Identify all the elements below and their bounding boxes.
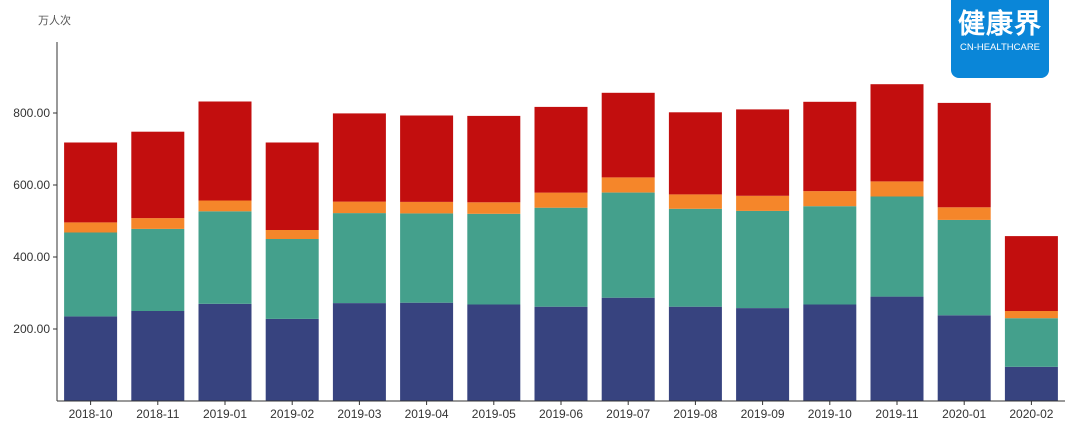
bar-segment: [534, 192, 588, 208]
bar-segment: [198, 211, 252, 304]
bar-segment: [601, 192, 655, 298]
x-tick-label: 2019-05: [472, 407, 516, 421]
bar-segment: [668, 208, 722, 307]
bar-segment: [736, 109, 790, 196]
bars-group: [64, 84, 1058, 401]
bar-segment: [400, 302, 454, 401]
bar-segment: [736, 210, 790, 309]
bar-segment: [601, 297, 655, 401]
bar-segment: [870, 196, 924, 297]
bar-segment: [198, 200, 252, 212]
bar-segment: [668, 112, 722, 195]
x-tick-label: 2019-02: [270, 407, 314, 421]
bar-segment: [400, 201, 454, 214]
bar-segment: [64, 222, 118, 233]
bar-segment: [64, 142, 118, 223]
bar-segment: [265, 142, 319, 230]
brand-logo: 健康界 CN-HEALTHCARE: [951, 0, 1049, 78]
y-axis-ticks: 200.00 400.00 600.00 800.00: [13, 106, 57, 336]
x-tick-label: 2018-10: [69, 407, 113, 421]
bar-segment: [534, 106, 588, 193]
bar-segment: [332, 213, 386, 304]
bar-segment: [265, 239, 319, 319]
bar-segment: [870, 84, 924, 182]
bar-segment: [803, 206, 857, 305]
brand-logo-main-text: 健康界: [958, 9, 1042, 40]
bar-segment: [332, 113, 386, 202]
y-tick-label: 600.00: [13, 178, 50, 192]
bar-segment: [668, 306, 722, 401]
x-tick-label: 2019-01: [203, 407, 247, 421]
y-tick-label: 800.00: [13, 106, 50, 120]
x-tick-label: 2019-07: [606, 407, 650, 421]
x-tick-label: 2019-08: [673, 407, 717, 421]
bar-segment: [467, 213, 521, 305]
x-tick-label: 2019-09: [741, 407, 785, 421]
bar-segment: [265, 318, 319, 401]
bar-segment: [937, 102, 991, 208]
bar-segment: [265, 230, 319, 239]
bar-segment: [131, 311, 185, 401]
bar-segment: [131, 218, 185, 229]
x-tick-label: 2019-10: [808, 407, 852, 421]
bar-segment: [870, 296, 924, 401]
bar-segment: [332, 201, 386, 214]
x-tick-label: 2019-03: [337, 407, 381, 421]
bar-segment: [1004, 311, 1058, 319]
bar-segment: [601, 92, 655, 178]
x-tick-label: 2020-02: [1009, 407, 1053, 421]
bar-segment: [64, 232, 118, 317]
bar-segment: [937, 219, 991, 316]
bar-segment: [803, 191, 857, 207]
bar-segment: [131, 131, 185, 219]
y-tick-label: 400.00: [13, 250, 50, 264]
bar-segment: [736, 308, 790, 401]
bar-segment: [1004, 318, 1058, 367]
bar-segment: [198, 303, 252, 401]
y-tick-label: 200.00: [13, 322, 50, 336]
bar-segment: [601, 177, 655, 193]
bar-segment: [1004, 236, 1058, 311]
x-axis-ticks: 2018-10 2018-11 2019-01 2019-02 2019-03 2019-…: [69, 401, 1054, 421]
bar-segment: [131, 228, 185, 311]
bar-segment: [736, 195, 790, 211]
bar-segment: [332, 303, 386, 401]
bar-segment: [467, 115, 521, 203]
brand-logo-sub-text: CN-HEALTHCARE: [959, 42, 1041, 53]
bar-segment: [937, 207, 991, 220]
bar-segment: [1004, 366, 1058, 401]
bar-segment: [467, 202, 521, 214]
bar-segment: [937, 315, 991, 401]
bar-segment: [870, 181, 924, 197]
bar-segment: [64, 316, 118, 401]
bar-segment: [803, 101, 857, 192]
bar-segment: [803, 304, 857, 401]
bar-segment: [400, 115, 454, 202]
x-tick-label: 2019-04: [405, 407, 449, 421]
x-tick-label: 2019-11: [875, 407, 918, 421]
x-tick-label: 2018-11: [136, 407, 179, 421]
bar-segment: [400, 213, 454, 303]
x-tick-label: 2019-06: [539, 407, 583, 421]
bar-segment: [668, 194, 722, 209]
bar-segment: [534, 306, 588, 401]
y-axis-unit-label: 万人次: [38, 13, 71, 27]
bar-segment: [467, 304, 521, 401]
bar-segment: [198, 101, 252, 201]
x-tick-label: 2020-01: [942, 407, 986, 421]
bar-segment: [534, 207, 588, 307]
